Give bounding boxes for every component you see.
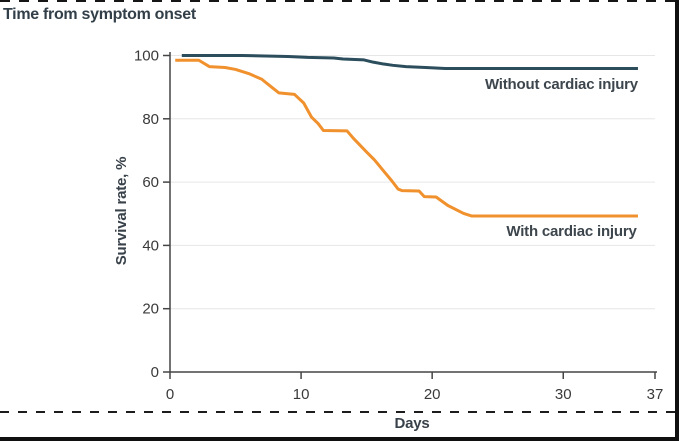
series-layer	[175, 54, 638, 218]
axis-layer: 0 10 20 30 37 0 20 40 60 80 100	[134, 48, 663, 404]
x-tick-label: 10	[293, 386, 310, 403]
x-tick-label: 37	[647, 386, 664, 403]
survival-line-without-cardiac-injury	[181, 54, 638, 70]
crop-dashed-line	[0, 411, 679, 413]
screenshot-bottom-border	[0, 437, 679, 441]
x-tick-label: 20	[424, 386, 441, 403]
y-tick-label: 40	[142, 237, 159, 254]
y-axis-title: Survival rate, %	[113, 157, 130, 266]
screenshot-top-dashed-border	[0, 0, 679, 2]
screenshot-right-border	[675, 0, 679, 441]
y-tick-label: 80	[142, 111, 159, 128]
y-tick-label: 60	[142, 174, 159, 191]
annotation-layer: Without cardiac injury With cardiac injur…	[485, 76, 639, 240]
x-tick-label: 0	[166, 386, 174, 403]
x-tick-label: 30	[555, 386, 572, 403]
x-axis-title: Days	[394, 415, 429, 432]
series-label-without-cardiac-injury: Without cardiac injury	[485, 76, 639, 93]
y-tick-label: 0	[151, 364, 159, 381]
series-label-with-cardiac-injury: With cardiac injury	[506, 223, 637, 240]
chart-title: Time from symptom onset	[3, 6, 196, 23]
gridline-layer	[170, 55, 655, 310]
y-tick-label: 100	[134, 48, 159, 65]
survival-line-with-cardiac-injury	[175, 58, 638, 218]
y-tick-label: 20	[142, 301, 159, 318]
